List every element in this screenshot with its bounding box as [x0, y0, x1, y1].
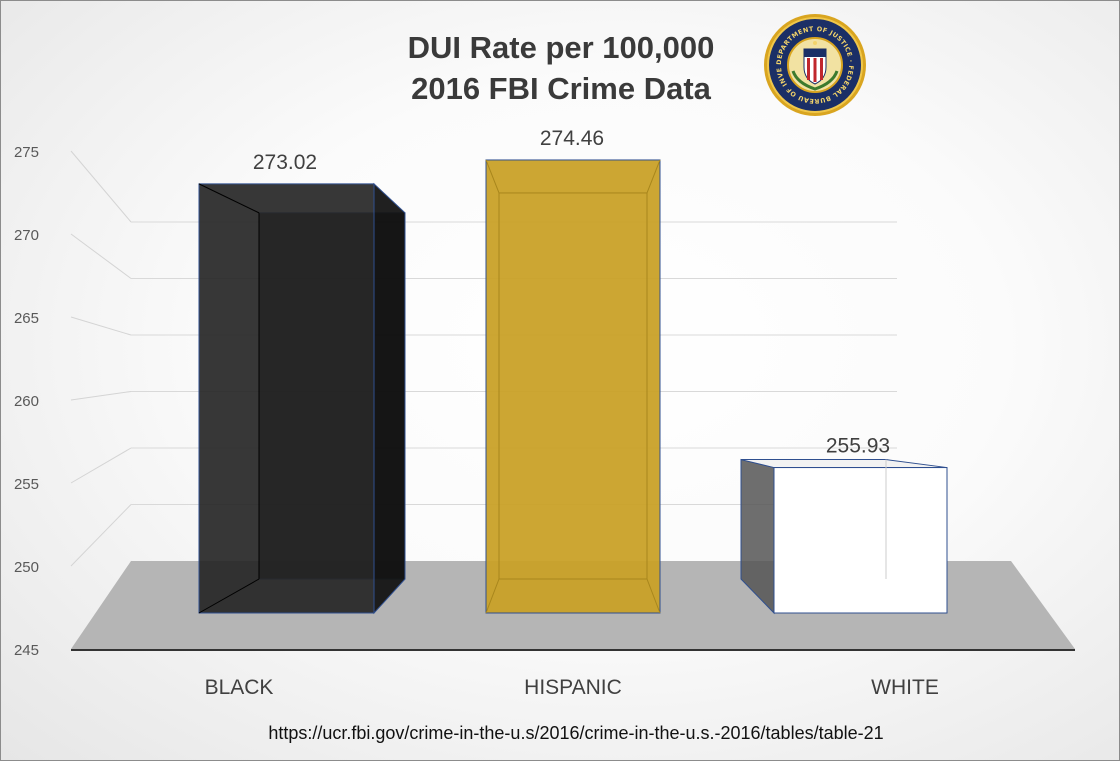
gridline-side	[70, 447, 132, 484]
chart-title: DUI Rate per 100,000 2016 FBI Crime Data	[301, 27, 821, 109]
y-tick-label: 255	[14, 476, 39, 493]
bar-hispanic	[485, 159, 661, 614]
y-tick-label: 250	[14, 559, 39, 576]
y-tick-label: 265	[14, 310, 39, 327]
y-tick-label: 275	[14, 144, 39, 161]
gridline-side	[70, 150, 132, 223]
y-tick-label: 245	[14, 642, 39, 659]
bar-side-face	[373, 182, 406, 615]
bar-top-face	[740, 459, 948, 469]
bar-edge	[646, 159, 661, 194]
gridline-side	[70, 233, 132, 279]
category-label: WHITE	[871, 676, 939, 699]
source-url: https://ucr.fbi.gov/crime-in-the-u.s/201…	[268, 723, 884, 743]
data-label: 274.46	[540, 127, 604, 150]
bar-edge	[198, 578, 260, 614]
bar-edge	[198, 183, 260, 214]
y-tick-label: 270	[14, 227, 39, 244]
bar-white	[740, 458, 948, 615]
bar-edge	[646, 578, 661, 614]
bar-inner-edge	[498, 192, 648, 580]
bars	[198, 159, 948, 615]
category-labels: BLACK HISPANIC WHITE	[205, 676, 939, 699]
data-labels: 273.02 274.46 255.93	[253, 127, 890, 458]
bar-front-face	[485, 159, 661, 614]
gridline-side	[70, 504, 132, 567]
y-axis-ticks: 245 250 255 260 265 270 275	[14, 144, 39, 659]
bar-front-face	[198, 183, 375, 614]
bar-front-face	[773, 467, 948, 614]
fbi-seal-icon: DEPARTMENT OF JUSTICE · FEDERAL BUREAU O…	[763, 13, 866, 116]
category-label: HISPANIC	[524, 676, 622, 699]
gridline-side	[70, 316, 132, 336]
chart-title-line-1: DUI Rate per 100,000	[407, 30, 715, 65]
gridline-side	[70, 391, 132, 401]
bar-black	[198, 182, 406, 615]
y-tick-label: 260	[14, 393, 39, 410]
chart-title-line-2: 2016 FBI Crime Data	[411, 71, 711, 106]
bar-edge	[485, 578, 500, 614]
data-label: 255.93	[826, 435, 890, 458]
data-label: 273.02	[253, 151, 317, 174]
category-label: BLACK	[205, 676, 274, 699]
bar-edge	[485, 159, 500, 194]
